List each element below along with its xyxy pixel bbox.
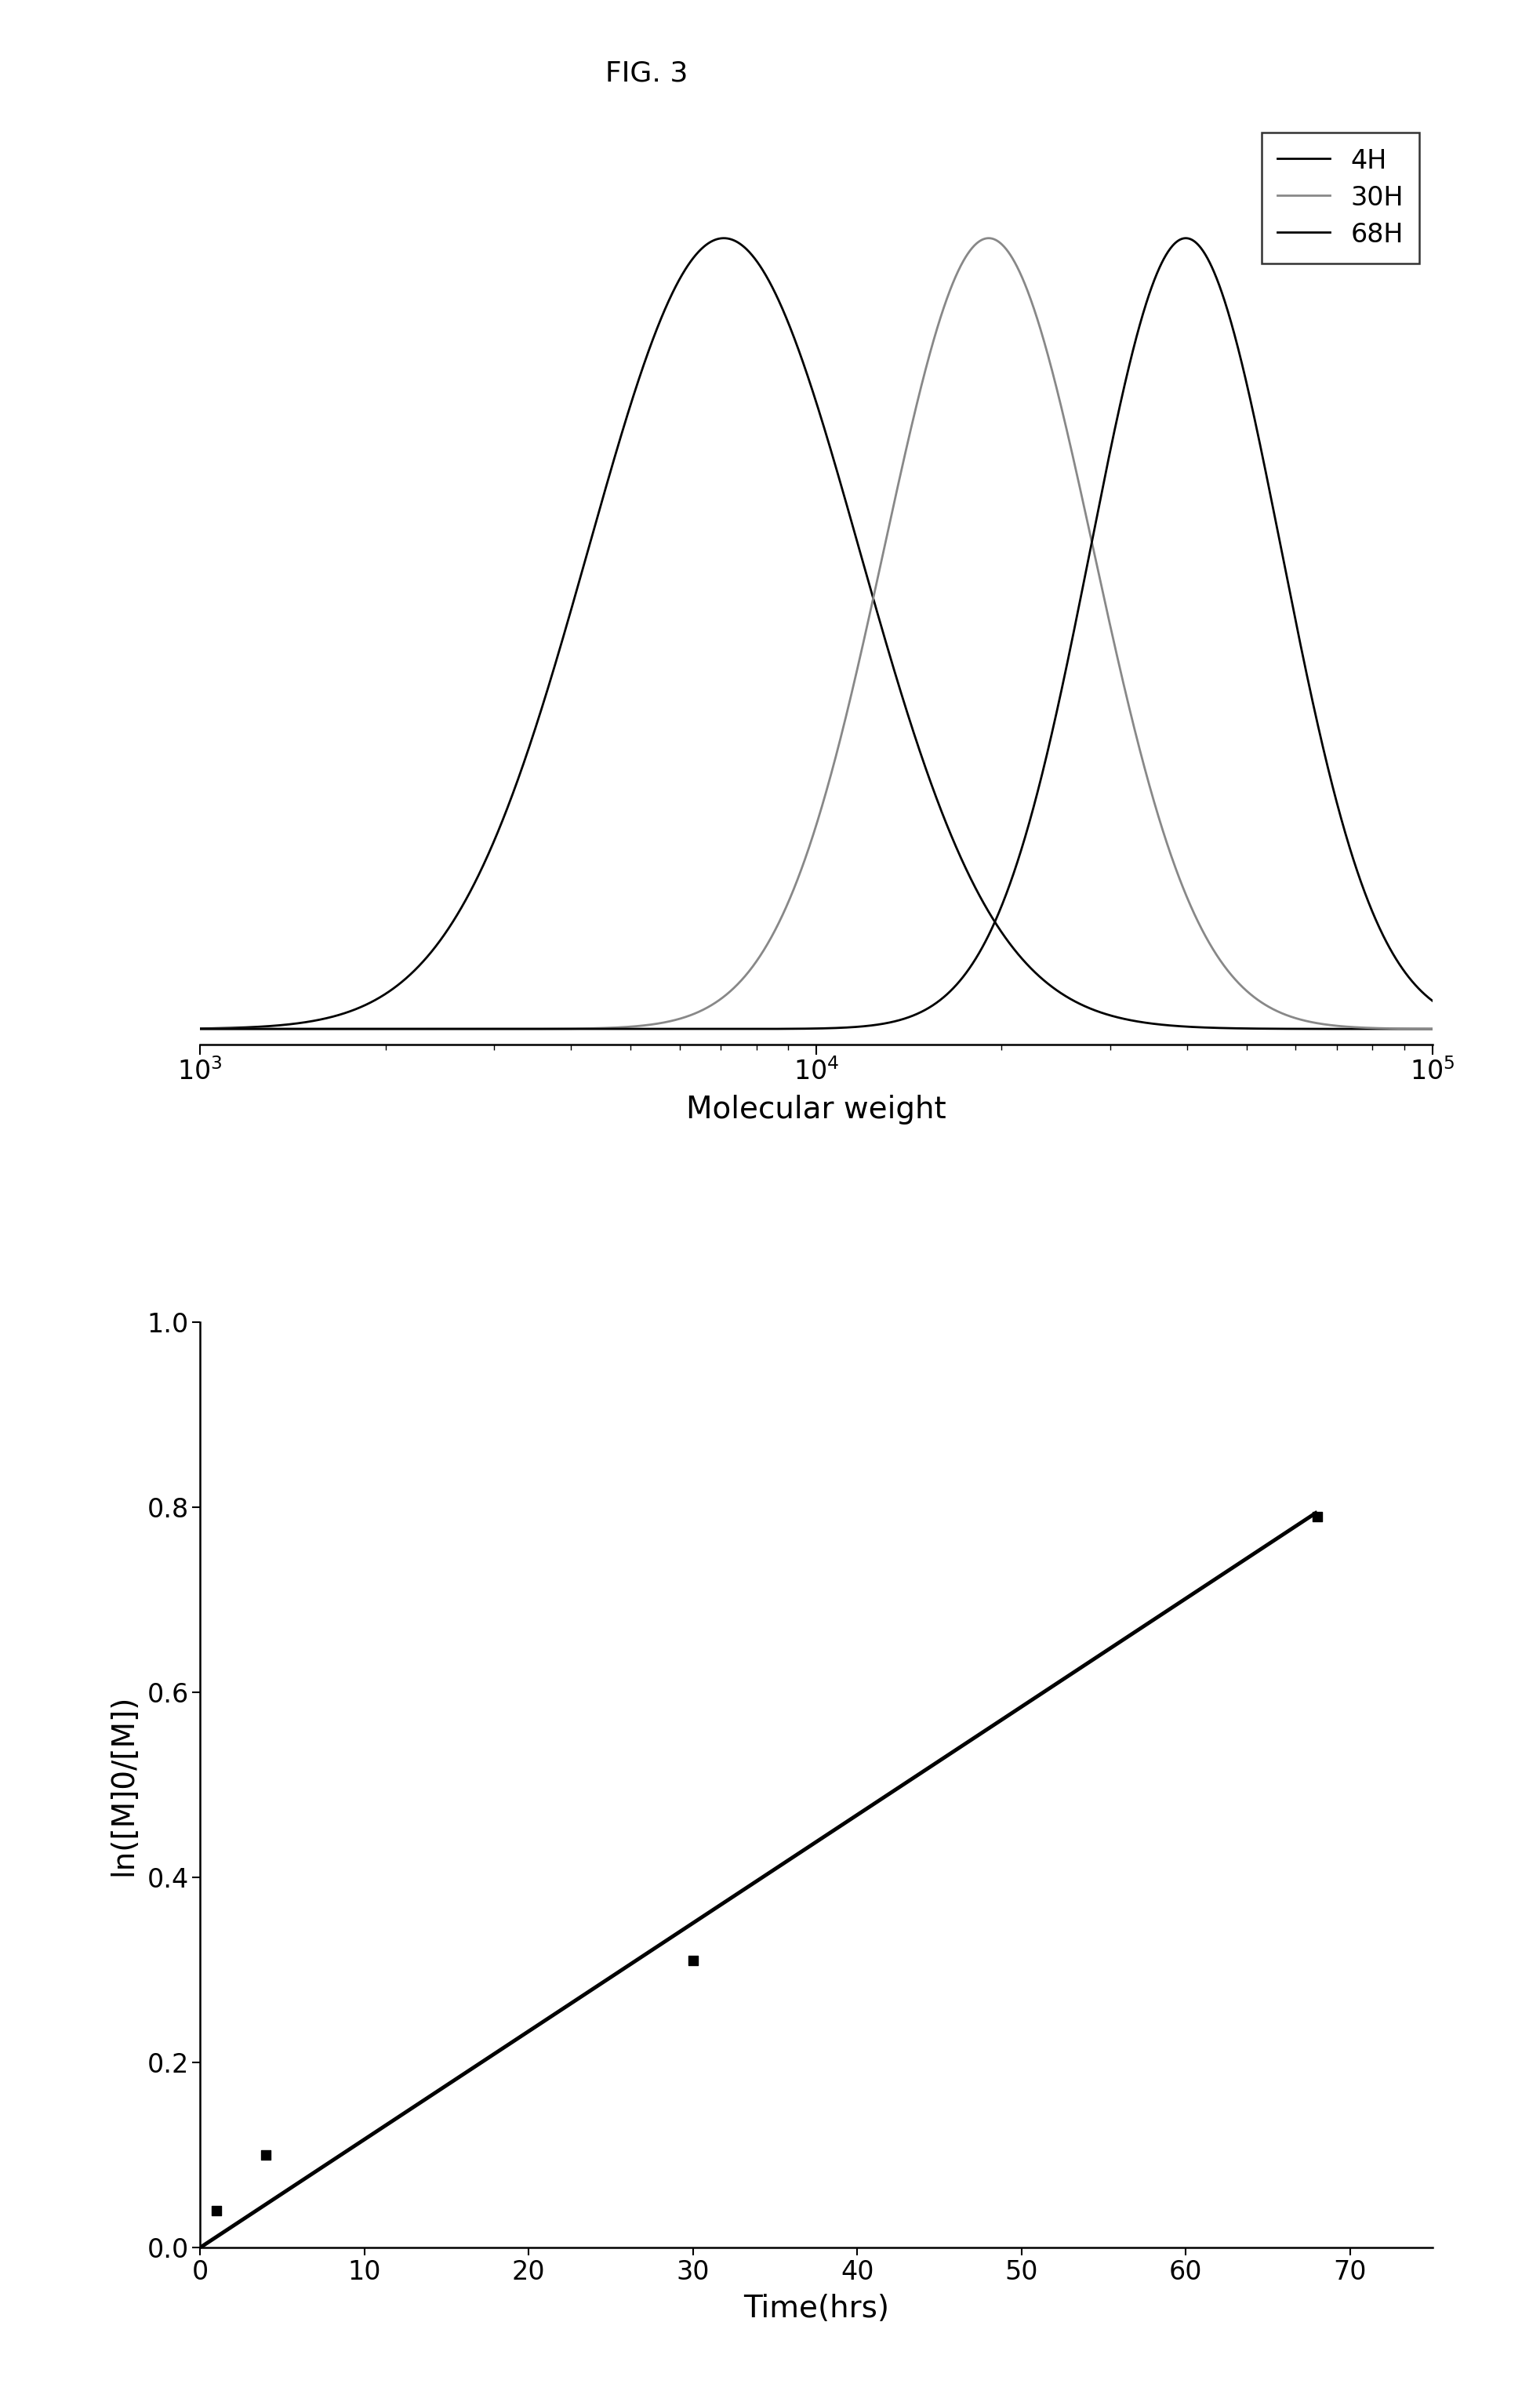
4H bbox=[345, 995, 363, 1023]
4H bbox=[251, 1011, 270, 1040]
30H bbox=[682, 999, 701, 1028]
68H bbox=[251, 1014, 270, 1042]
68H bbox=[345, 1014, 363, 1042]
4H bbox=[1466, 1014, 1485, 1042]
Text: FIG. 3: FIG. 3 bbox=[605, 60, 688, 86]
4H bbox=[68, 1014, 86, 1042]
Line: 4H: 4H bbox=[77, 239, 1540, 1028]
68H bbox=[1466, 1007, 1485, 1035]
30H bbox=[251, 1014, 270, 1042]
Line: 30H: 30H bbox=[77, 239, 1540, 1028]
68H bbox=[682, 1014, 701, 1042]
4H bbox=[682, 246, 701, 275]
Legend: 4H, 30H, 68H: 4H, 30H, 68H bbox=[1261, 132, 1420, 263]
68H bbox=[752, 1014, 770, 1042]
4H bbox=[752, 253, 770, 282]
30H bbox=[979, 225, 998, 253]
X-axis label: Time(hrs): Time(hrs) bbox=[744, 2293, 889, 2324]
Point bbox=[254, 2135, 279, 2173]
30H bbox=[1466, 1014, 1485, 1042]
68H bbox=[68, 1014, 86, 1042]
4H bbox=[715, 225, 733, 253]
Point bbox=[681, 1941, 705, 1980]
Y-axis label: ln([M]0/[M]): ln([M]0/[M]) bbox=[108, 1695, 139, 1875]
68H bbox=[1177, 225, 1195, 253]
Line: 68H: 68H bbox=[77, 239, 1540, 1028]
Point bbox=[1304, 1497, 1329, 1535]
30H bbox=[345, 1014, 363, 1042]
Point bbox=[205, 2193, 229, 2231]
X-axis label: Molecular weight: Molecular weight bbox=[687, 1095, 946, 1124]
30H bbox=[752, 940, 770, 968]
30H bbox=[68, 1014, 86, 1042]
